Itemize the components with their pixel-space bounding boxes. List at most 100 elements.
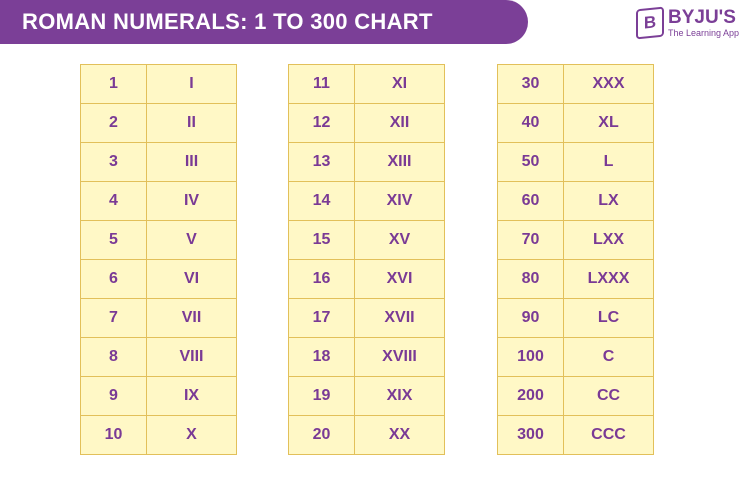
number-cell: 19 [288,376,355,416]
roman-numeral-cell: XVI [354,259,445,299]
number-cell: 7 [80,298,147,338]
table-row: 12 XII [288,103,445,143]
table-row: 60 LX [497,181,654,221]
roman-numeral-cell: I [146,64,237,104]
table-row: 100 C [497,337,654,377]
table-row: 20 XX [288,415,445,455]
roman-numeral-cell: X [146,415,237,455]
roman-numeral-cell: XVII [354,298,445,338]
number-cell: 300 [497,415,564,455]
table-row: 7 VII [80,298,237,338]
table-row: 70 LXX [497,220,654,260]
numerals-table-1-to-10: 1 I 2 II 3 III 4 IV 5 V 6 VI 7 VII 8 VIII 9 IX 10 X [80,64,237,455]
table-row: 11 XI [288,64,445,104]
roman-numeral-cell: LC [563,298,654,338]
table-row: 90 LC [497,298,654,338]
roman-numeral-cell: XL [563,103,654,143]
roman-numeral-cell: CCC [563,415,654,455]
roman-numeral-cell: XX [354,415,445,455]
roman-numeral-cell: V [146,220,237,260]
number-cell: 11 [288,64,355,104]
table-row: 3 III [80,142,237,182]
number-cell: 13 [288,142,355,182]
table-row: 14 XIV [288,181,445,221]
number-cell: 50 [497,142,564,182]
number-cell: 1 [80,64,147,104]
number-cell: 12 [288,103,355,143]
table-row: 8 VIII [80,337,237,377]
table-row: 2 II [80,103,237,143]
roman-numeral-cell: XIII [354,142,445,182]
roman-numeral-cell: VIII [146,337,237,377]
roman-numeral-cell: XIX [354,376,445,416]
roman-numeral-cell: XV [354,220,445,260]
roman-numeral-cell: XIV [354,181,445,221]
roman-numeral-cell: XII [354,103,445,143]
table-row: 40 XL [497,103,654,143]
logo-text-group: BYJU'S The Learning App [668,8,739,38]
number-cell: 16 [288,259,355,299]
logo-tagline: The Learning App [668,28,740,38]
table-row: 300 CCC [497,415,654,455]
number-cell: 8 [80,337,147,377]
roman-numeral-cell: LX [563,181,654,221]
roman-numeral-cell: XVIII [354,337,445,377]
number-cell: 5 [80,220,147,260]
roman-numeral-cell: VI [146,259,237,299]
number-cell: 100 [497,337,564,377]
number-cell: 60 [497,181,564,221]
number-cell: 6 [80,259,147,299]
numerals-table-11-to-20: 11 XI 12 XII 13 XIII 14 XIV 15 XV 16 XVI 17 XVII 18 XVI… [288,64,445,455]
number-cell: 90 [497,298,564,338]
logo-name: BYJU'S [668,7,736,28]
number-cell: 9 [80,376,147,416]
number-cell: 30 [497,64,564,104]
roman-numeral-cell: II [146,103,237,143]
table-row: 19 XIX [288,376,445,416]
numerals-table-30-to-300: 30 XXX 40 XL 50 L 60 LX 70 LXX 80 LXXX 90 LC 100 C 200 CC… [497,64,654,455]
number-cell: 20 [288,415,355,455]
byjus-logo: B BYJU'S The Learning App [636,6,739,40]
table-row: 18 XVIII [288,337,445,377]
number-cell: 14 [288,181,355,221]
number-cell: 15 [288,220,355,260]
table-row: 30 XXX [497,64,654,104]
table-row: 6 VI [80,259,237,299]
roman-numeral-cell: CC [563,376,654,416]
title-banner: ROMAN NUMERALS: 1 TO 300 CHART [0,0,528,44]
table-row: 17 XVII [288,298,445,338]
page-title: ROMAN NUMERALS: 1 TO 300 CHART [22,9,433,34]
roman-numeral-cell: L [563,142,654,182]
number-cell: 40 [497,103,564,143]
roman-numeral-cell: LXXX [563,259,654,299]
table-row: 200 CC [497,376,654,416]
table-row: 9 IX [80,376,237,416]
roman-numeral-cell: III [146,142,237,182]
number-cell: 80 [497,259,564,299]
number-cell: 18 [288,337,355,377]
roman-numeral-cell: XI [354,64,445,104]
number-cell: 17 [288,298,355,338]
roman-numeral-cell: IV [146,181,237,221]
roman-numeral-cell: LXX [563,220,654,260]
table-row: 16 XVI [288,259,445,299]
table-row: 50 L [497,142,654,182]
number-cell: 2 [80,103,147,143]
byjus-logo-icon: B [636,6,664,40]
table-row: 4 IV [80,181,237,221]
table-row: 15 XV [288,220,445,260]
table-row: 13 XIII [288,142,445,182]
roman-numeral-cell: VII [146,298,237,338]
roman-numeral-cell: C [563,337,654,377]
number-cell: 200 [497,376,564,416]
table-row: 10 X [80,415,237,455]
number-cell: 70 [497,220,564,260]
number-cell: 3 [80,142,147,182]
number-cell: 10 [80,415,147,455]
table-row: 80 LXXX [497,259,654,299]
roman-numeral-cell: IX [146,376,237,416]
number-cell: 4 [80,181,147,221]
roman-numeral-cell: XXX [563,64,654,104]
